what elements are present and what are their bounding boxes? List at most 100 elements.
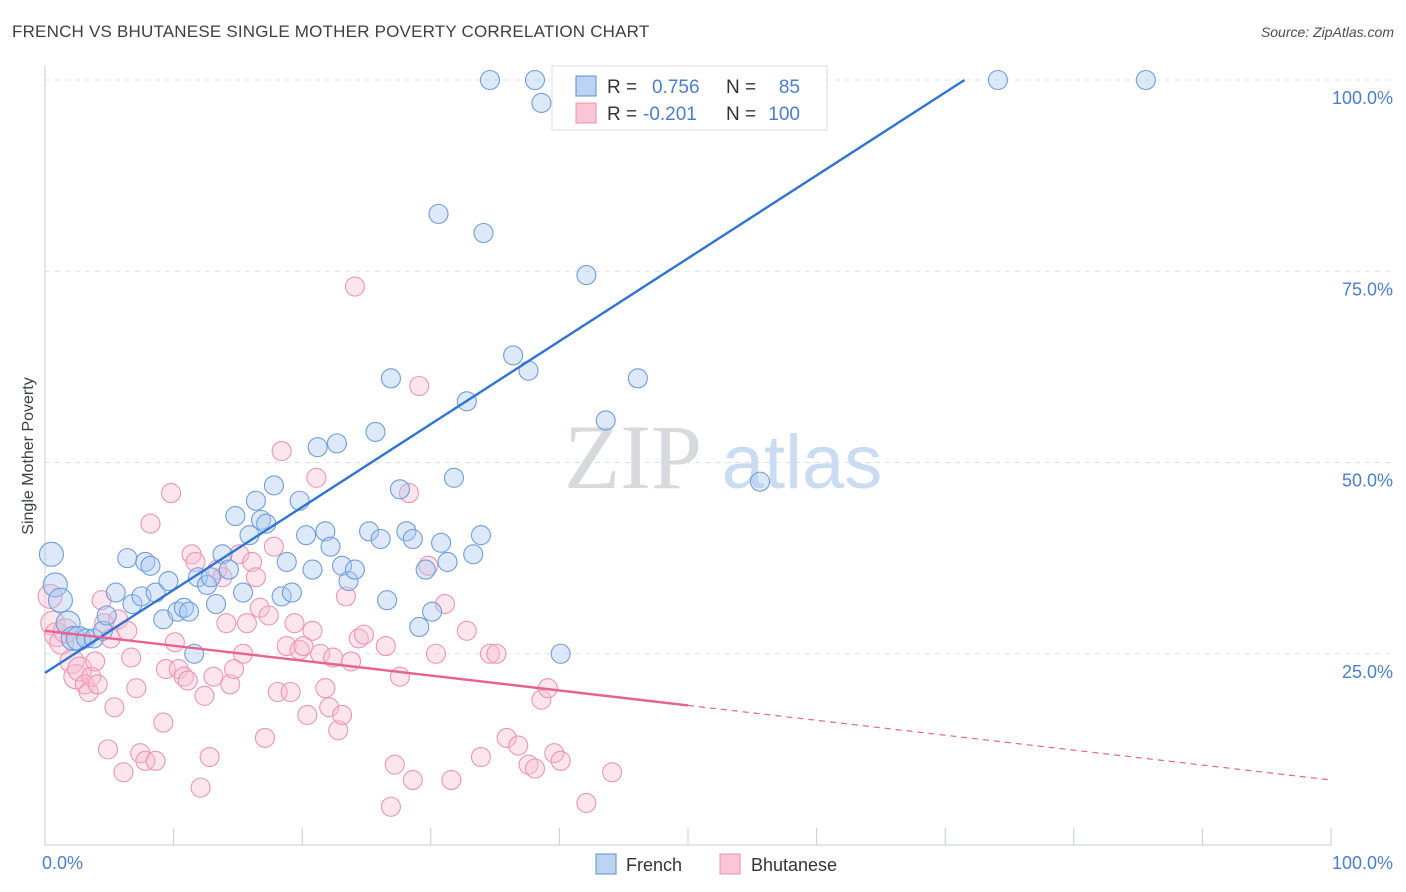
y-tick-label: 100.0% bbox=[1332, 88, 1393, 108]
bhutanese-point bbox=[87, 674, 108, 695]
french-point bbox=[470, 525, 492, 546]
bhutanese-point bbox=[518, 754, 539, 775]
stats-r-label-french: R = bbox=[607, 77, 637, 98]
bhutanese-point bbox=[135, 750, 156, 771]
french-point bbox=[167, 601, 188, 622]
french-point bbox=[402, 528, 423, 550]
x-tick-label: 0.0% bbox=[42, 853, 83, 873]
bhutanese-point bbox=[470, 746, 492, 768]
y-axis-label: Single Mother Poverty bbox=[20, 377, 37, 534]
bhutanese-point bbox=[375, 636, 396, 657]
french-point bbox=[415, 559, 436, 580]
french-point bbox=[200, 567, 221, 588]
bhutanese-point bbox=[328, 720, 349, 741]
bhutanese-point bbox=[409, 375, 430, 397]
bhutanese-point bbox=[194, 685, 215, 706]
french-point bbox=[117, 548, 138, 569]
bhutanese-trend-extension bbox=[687, 704, 1332, 781]
french-point bbox=[271, 586, 292, 607]
french-point bbox=[105, 582, 126, 603]
bhutanese-point bbox=[263, 536, 284, 557]
french-point bbox=[503, 345, 524, 366]
legend-bhutanese-label: Bhutanese bbox=[751, 855, 837, 875]
bhutanese-point bbox=[531, 689, 552, 710]
bhutanese-point bbox=[353, 624, 374, 645]
source-label: Source: ZipAtlas.com bbox=[1260, 24, 1394, 40]
bhutanese-point bbox=[177, 670, 198, 691]
french-point bbox=[576, 265, 597, 286]
bhutanese-point bbox=[508, 735, 529, 756]
bhutanese-point bbox=[293, 636, 314, 657]
french-point bbox=[479, 69, 501, 91]
bhutanese-point bbox=[496, 727, 517, 748]
bhutanese-point bbox=[216, 613, 237, 634]
stats-legend-box: R = 0.756 N = 85 R = -0.201 N = 100 bbox=[551, 65, 828, 131]
bhutanese-point bbox=[140, 513, 161, 534]
french-trend-line bbox=[44, 78, 966, 674]
french-point bbox=[225, 505, 246, 527]
bhutanese-point bbox=[302, 620, 323, 641]
french-point bbox=[431, 532, 452, 553]
french-point bbox=[463, 544, 484, 565]
stats-n-value-bhutanese: 100 bbox=[768, 104, 800, 125]
french-point bbox=[96, 605, 117, 626]
bhutanese-point bbox=[113, 762, 134, 783]
french-point bbox=[218, 559, 239, 580]
french-point bbox=[47, 587, 73, 613]
bhutanese-swatch bbox=[575, 102, 597, 124]
french-point bbox=[281, 582, 302, 603]
y-tick-label: 75.0% bbox=[1342, 279, 1393, 299]
french-point bbox=[140, 555, 161, 576]
bhutanese-point bbox=[85, 651, 106, 672]
axes-layer: 0.0% 100.0% bbox=[42, 66, 1393, 873]
bhutanese-point bbox=[380, 796, 401, 817]
bhutanese-trend-line bbox=[44, 629, 689, 707]
stats-r-value-french: 0.756 bbox=[652, 77, 700, 98]
bhutanese-point bbox=[434, 593, 455, 615]
bottom-legend: French Bhutanese bbox=[595, 853, 837, 875]
french-point bbox=[380, 368, 401, 389]
bhutanese-point bbox=[456, 620, 477, 641]
bhutanese-point bbox=[203, 666, 224, 687]
bhutanese-point bbox=[271, 440, 292, 462]
bhutanese-point bbox=[315, 678, 336, 699]
bhutanese-point bbox=[164, 632, 185, 653]
french-point bbox=[389, 479, 410, 500]
bhutanese-point bbox=[576, 792, 597, 813]
french-point bbox=[320, 536, 341, 557]
french-point bbox=[205, 593, 227, 615]
french-point bbox=[338, 571, 359, 592]
watermark-atlas: atlas bbox=[722, 420, 883, 505]
bhutanese-point bbox=[306, 467, 327, 488]
french-point bbox=[437, 551, 458, 573]
french-point bbox=[263, 475, 284, 496]
bhutanese-point bbox=[441, 769, 462, 791]
bhutanese-point bbox=[276, 636, 297, 657]
french-point bbox=[212, 544, 233, 565]
bhutanese-point bbox=[319, 697, 340, 718]
french-point bbox=[307, 437, 328, 458]
bhutanese-point bbox=[297, 704, 318, 726]
bhutanese-point bbox=[241, 551, 263, 573]
french-swatch bbox=[575, 75, 597, 97]
y-tick-label: 50.0% bbox=[1342, 471, 1393, 491]
stats-n-label-french: N = bbox=[726, 77, 756, 98]
french-point bbox=[987, 69, 1008, 91]
bhutanese-point bbox=[97, 739, 119, 760]
bhutanese-point bbox=[126, 678, 147, 699]
french-point bbox=[443, 467, 464, 488]
bhutanese-point bbox=[335, 586, 356, 607]
bhutanese-point bbox=[425, 643, 446, 664]
french-point bbox=[276, 551, 297, 573]
french-point bbox=[158, 571, 179, 592]
french-point bbox=[38, 541, 64, 567]
bhutanese-point bbox=[59, 648, 85, 674]
bhutanese-point bbox=[199, 746, 220, 768]
stats-n-value-french: 85 bbox=[779, 77, 800, 98]
french-point bbox=[302, 559, 323, 580]
x-tick-label: 100.0% bbox=[1332, 853, 1393, 873]
bhutanese-point bbox=[280, 681, 301, 703]
chart-title: FRENCH VS BHUTANESE SINGLE MOTHER POVERT… bbox=[12, 22, 650, 41]
bhutanese-point bbox=[284, 613, 305, 634]
